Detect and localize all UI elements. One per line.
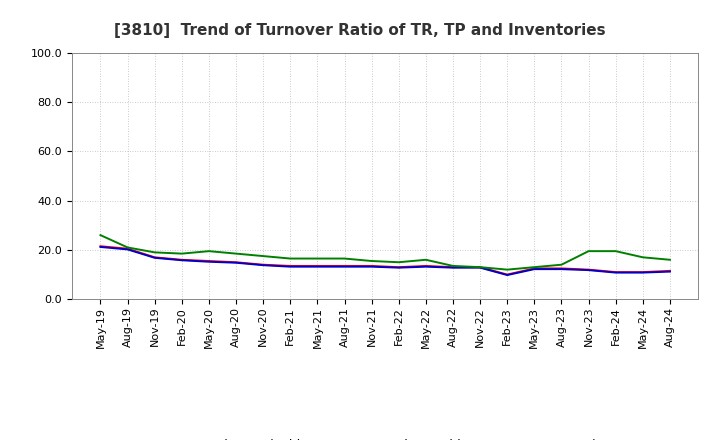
Trade Payables <box>421 264 430 269</box>
Trade Payables <box>232 260 240 265</box>
Inventories <box>123 245 132 250</box>
Trade Receivables <box>367 263 376 268</box>
Inventories <box>639 255 647 260</box>
Trade Receivables <box>584 267 593 272</box>
Inventories <box>557 262 566 268</box>
Inventories <box>204 249 213 254</box>
Trade Payables <box>150 255 159 260</box>
Trade Payables <box>341 264 349 269</box>
Trade Payables <box>313 264 322 269</box>
Trade Receivables <box>259 262 268 268</box>
Trade Payables <box>449 265 457 270</box>
Legend: Trade Receivables, Trade Payables, Inventories: Trade Receivables, Trade Payables, Inven… <box>155 433 616 440</box>
Trade Payables <box>611 270 620 275</box>
Inventories <box>503 267 511 272</box>
Line: Inventories: Inventories <box>101 235 670 270</box>
Text: [3810]  Trend of Turnover Ratio of TR, TP and Inventories: [3810] Trend of Turnover Ratio of TR, TP… <box>114 23 606 38</box>
Trade Receivables <box>150 255 159 260</box>
Trade Receivables <box>449 264 457 270</box>
Trade Receivables <box>421 263 430 268</box>
Trade Payables <box>96 244 105 249</box>
Inventories <box>421 257 430 262</box>
Trade Payables <box>665 269 674 274</box>
Trade Receivables <box>611 269 620 275</box>
Inventories <box>259 253 268 259</box>
Trade Receivables <box>557 266 566 271</box>
Inventories <box>611 249 620 254</box>
Trade Payables <box>395 265 403 270</box>
Trade Payables <box>367 264 376 269</box>
Trade Payables <box>530 267 539 272</box>
Trade Receivables <box>665 268 674 274</box>
Inventories <box>449 263 457 268</box>
Trade Payables <box>639 270 647 275</box>
Trade Payables <box>259 263 268 268</box>
Trade Receivables <box>96 244 105 249</box>
Inventories <box>530 264 539 270</box>
Trade Receivables <box>395 264 403 270</box>
Inventories <box>665 257 674 262</box>
Inventories <box>341 256 349 261</box>
Inventories <box>96 232 105 238</box>
Inventories <box>286 256 294 261</box>
Trade Receivables <box>476 264 485 270</box>
Trade Payables <box>286 264 294 269</box>
Trade Payables <box>476 265 485 270</box>
Line: Trade Payables: Trade Payables <box>101 247 670 275</box>
Trade Receivables <box>313 263 322 268</box>
Trade Receivables <box>123 246 132 251</box>
Trade Payables <box>123 247 132 252</box>
Trade Payables <box>503 272 511 278</box>
Inventories <box>367 258 376 264</box>
Trade Payables <box>178 258 186 263</box>
Line: Trade Receivables: Trade Receivables <box>101 246 670 275</box>
Trade Payables <box>584 268 593 273</box>
Inventories <box>584 249 593 254</box>
Trade Receivables <box>204 258 213 264</box>
Trade Payables <box>204 259 213 264</box>
Trade Receivables <box>286 263 294 268</box>
Trade Payables <box>557 267 566 272</box>
Trade Receivables <box>341 263 349 268</box>
Inventories <box>232 251 240 256</box>
Inventories <box>313 256 322 261</box>
Trade Receivables <box>530 266 539 271</box>
Inventories <box>150 250 159 255</box>
Trade Receivables <box>639 269 647 275</box>
Inventories <box>476 264 485 270</box>
Trade Receivables <box>503 272 511 277</box>
Inventories <box>395 260 403 265</box>
Trade Receivables <box>232 260 240 265</box>
Trade Receivables <box>178 257 186 262</box>
Inventories <box>178 251 186 256</box>
